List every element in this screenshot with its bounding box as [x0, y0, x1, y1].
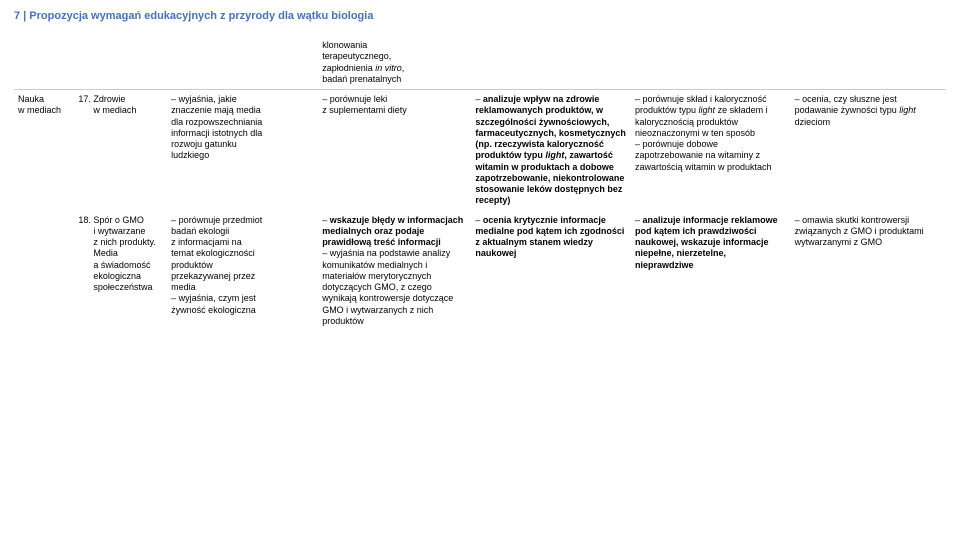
- empty-cell: [167, 36, 318, 90]
- continuation-cell: klonowaniaterapeutycznego,zapłodnienia i…: [318, 36, 471, 90]
- empty-cell: [631, 36, 791, 90]
- empty-cell: [14, 36, 74, 90]
- table-row: Nauka w mediach 17. Zdrowie w mediach – …: [14, 90, 946, 211]
- level1: – porównuje przedmiot badań ekologii z i…: [167, 211, 318, 332]
- top-row: klonowaniaterapeutycznego,zapłodnienia i…: [14, 36, 946, 90]
- empty-cell: [74, 36, 167, 90]
- level2: – porównuje leki z suplementami diety: [318, 90, 471, 211]
- level1: – wyjaśnia, jakie znaczenie mają media d…: [167, 90, 318, 211]
- level4: – analizuje informacje reklamowe pod kąt…: [631, 211, 791, 332]
- level4: – porównuje skład i kaloryczność produkt…: [631, 90, 791, 211]
- subtopic: 17. Zdrowie w mediach: [74, 90, 167, 211]
- curriculum-table: klonowaniaterapeutycznego,zapłodnienia i…: [14, 36, 946, 331]
- subtopic: 18. Spór o GMO i wytwarzane z nich produ…: [74, 211, 167, 332]
- level5: – ocenia, czy słuszne jest podawanie żyw…: [791, 90, 946, 211]
- topic-category: Nauka w mediach: [14, 90, 74, 211]
- level3: – ocenia krytycznie informacje medialne …: [471, 211, 631, 332]
- level3: – analizuje wpływ na zdrowie reklamowany…: [471, 90, 631, 211]
- topic-category: [14, 211, 74, 332]
- level2: – wskazuje błędy w informacjach medialny…: [318, 211, 471, 332]
- empty-cell: [791, 36, 946, 90]
- level5: – omawia skutki kontrowersji związanych …: [791, 211, 946, 332]
- table-row: 18. Spór o GMO i wytwarzane z nich produ…: [14, 211, 946, 332]
- page-header: 7 | Propozycja wymagań edukacyjnych z pr…: [14, 10, 946, 22]
- empty-cell: [471, 36, 631, 90]
